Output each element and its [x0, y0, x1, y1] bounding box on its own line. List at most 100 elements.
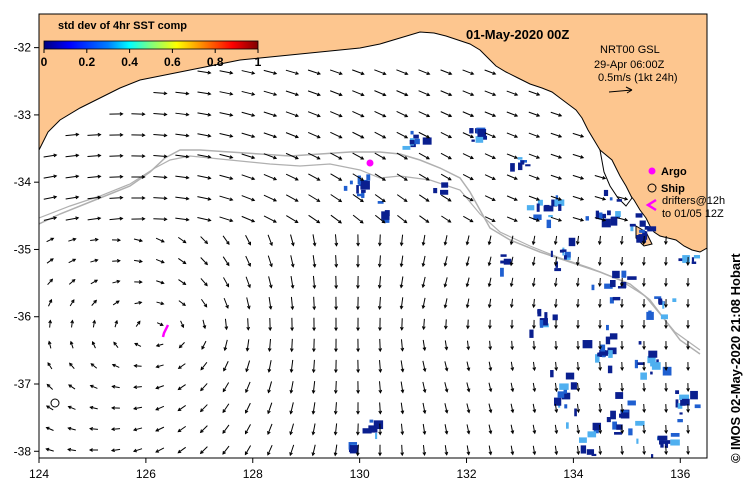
sst-patch	[410, 130, 414, 135]
current-arrow-head	[664, 388, 668, 392]
current-arrow-head	[686, 283, 690, 287]
current-arrow	[510, 445, 514, 455]
current-arrow	[267, 402, 273, 414]
current-arrow	[219, 153, 233, 159]
current-arrow-head	[94, 258, 99, 263]
current-arrow-head	[110, 427, 115, 432]
current-arrow	[244, 445, 252, 455]
sst-patch	[566, 422, 569, 429]
current-arrow	[444, 256, 448, 266]
current-arrow	[155, 258, 165, 264]
current-arrow	[90, 385, 98, 389]
sst-patch	[440, 189, 449, 195]
current-arrow	[197, 112, 211, 116]
current-arrow-head	[488, 367, 493, 372]
y-tick-label: -33	[14, 108, 32, 122]
current-arrow	[621, 256, 623, 266]
current-arrow	[307, 90, 321, 96]
current-arrow	[177, 425, 187, 433]
current-arrow	[197, 133, 211, 137]
current-arrow-head	[200, 366, 205, 371]
current-arrow-head	[447, 198, 452, 202]
sst-patches	[343, 127, 701, 458]
current-arrow	[90, 259, 98, 263]
current-arrow-head	[399, 326, 404, 331]
current-arrow-head	[111, 384, 116, 389]
current-arrow	[263, 194, 277, 202]
sst-patch	[639, 220, 646, 227]
current-arrow-head	[425, 198, 430, 202]
current-arrow	[219, 132, 233, 138]
current-arrow	[444, 424, 448, 434]
current-arrow-head	[531, 262, 536, 267]
current-arrow-head	[316, 134, 321, 139]
sst-patch	[529, 329, 534, 338]
current-arrow-head	[155, 406, 160, 411]
current-arrow	[396, 173, 408, 181]
current-arrow	[114, 320, 118, 328]
current-arrow-head	[488, 325, 492, 330]
current-arrow-head	[333, 431, 338, 436]
current-arrow-head	[597, 262, 602, 267]
drifter-key-line2: to 01/05 12Z	[662, 208, 724, 220]
current-arrow	[400, 297, 404, 309]
current-arrow-head	[377, 284, 382, 289]
current-arrow	[621, 382, 623, 392]
current-arrow-head	[115, 300, 120, 304]
current-arrow-head	[97, 195, 102, 200]
current-arrow-head	[620, 430, 625, 435]
current-arrow-head	[536, 176, 541, 180]
current-arrow	[156, 385, 164, 389]
current-arrow-head	[268, 327, 273, 332]
current-arrow-head	[466, 409, 471, 414]
current-arrow	[200, 425, 208, 433]
current-arrow-head	[89, 405, 94, 410]
current-arrow	[200, 404, 208, 412]
current-arrow-head	[155, 428, 160, 432]
current-arrow-head	[642, 262, 646, 267]
current-arrow-head	[686, 451, 690, 456]
current-arrow-head	[492, 71, 497, 75]
current-arrow-head	[359, 219, 364, 224]
current-arrow	[374, 131, 386, 139]
current-arrow-head	[334, 306, 338, 311]
current-arrow-head	[536, 113, 541, 117]
sst-patch	[659, 438, 662, 445]
current-arrow	[599, 445, 601, 455]
current-arrow	[441, 215, 451, 223]
current-arrow-head	[382, 156, 387, 160]
current-arrow-head	[602, 197, 607, 201]
current-arrow-head	[488, 451, 493, 456]
current-arrow-head	[134, 342, 139, 347]
current-arrow-head	[138, 300, 143, 305]
current-arrow-head	[207, 218, 212, 222]
current-arrow	[440, 152, 452, 160]
current-arrow-head	[360, 198, 364, 203]
sst-patch	[544, 312, 548, 321]
current-arrow-head	[558, 218, 563, 222]
current-arrow	[444, 277, 448, 287]
current-arrow-head	[273, 113, 278, 118]
colorbar-gradient	[43, 40, 259, 50]
current-arrow-head	[229, 197, 234, 202]
current-arrow-head	[664, 430, 668, 435]
current-arrow	[268, 360, 272, 372]
current-arrow-head	[356, 327, 360, 332]
sst-patch	[682, 255, 690, 263]
current-arrow-head	[576, 388, 581, 393]
current-arrow	[489, 340, 491, 350]
current-arrow	[488, 235, 492, 245]
current-arrow	[555, 361, 557, 371]
sst-patch	[635, 420, 645, 426]
current-arrow-head	[422, 347, 427, 352]
sst-patch	[500, 260, 510, 264]
colorbar-tick-label: 0.8	[207, 55, 224, 69]
current-arrow	[69, 299, 75, 307]
y-tick-label: -34	[14, 175, 32, 189]
current-arrow	[109, 176, 123, 178]
sst-patch	[662, 366, 672, 376]
current-arrow-head	[295, 92, 300, 97]
current-arrow	[135, 321, 141, 327]
plot-frame	[38, 13, 708, 459]
current-arrow-head	[207, 133, 212, 138]
